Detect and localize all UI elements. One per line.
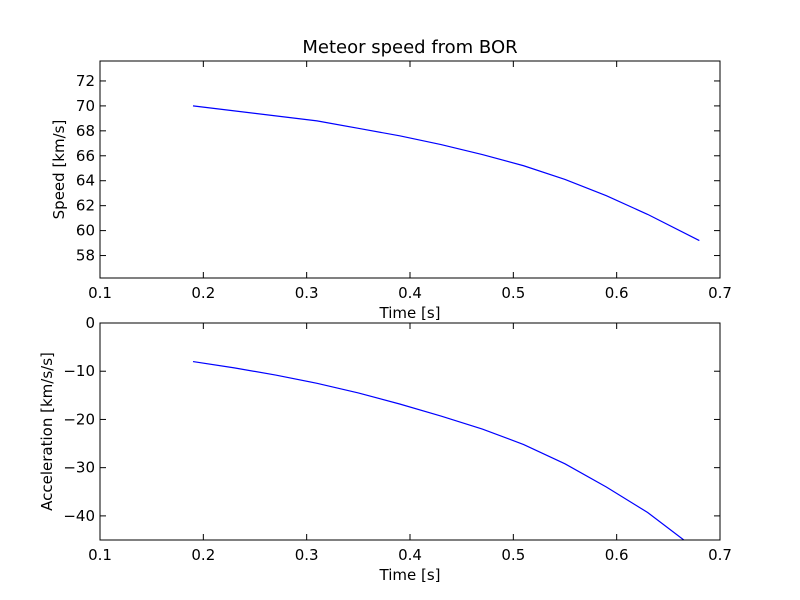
acceleration-x-tick-label: 0.5 [501, 546, 525, 564]
acceleration-series-line [192, 360, 685, 540]
acceleration-x-tick-label: 0.3 [295, 546, 319, 564]
acceleration-x-axis-label: Time [s] [379, 566, 441, 584]
acceleration-y-tick-label: −30 [63, 459, 95, 477]
acceleration-y-tick-label: −20 [63, 410, 95, 428]
speed-x-tick-label: 0.6 [605, 284, 629, 302]
speed-y-tick-label: 64 [76, 172, 95, 190]
speed-y-tick-label: 62 [76, 197, 95, 215]
acceleration-y-tick-label: −40 [63, 507, 95, 525]
speed-y-tick-label: 58 [76, 247, 95, 265]
speed-x-tick-label: 0.2 [191, 284, 215, 302]
speed-x-tick-label: 0.4 [398, 284, 422, 302]
chart-title: Meteor speed from BOR [302, 37, 517, 58]
speed-plot-frame [99, 60, 721, 279]
speed-y-tick-label: 72 [76, 72, 95, 90]
acceleration-x-tick-label: 0.1 [88, 546, 112, 564]
acceleration-y-tick-label: −10 [63, 362, 95, 380]
acceleration-x-tick-label: 0.6 [605, 546, 629, 564]
speed-x-axis-label: Time [s] [379, 304, 441, 322]
speed-y-tick-label: 66 [76, 147, 95, 165]
speed-y-tick-label: 60 [76, 222, 95, 240]
speed-series-line [192, 105, 700, 242]
speed-x-tick-label: 0.7 [708, 284, 732, 302]
acceleration-plot: 0.1 0.2 0.3 0.4 0.5 0.6 0.7 −40 −30 −20 −10 0 Time [… [38, 314, 732, 584]
speed-x-tick-label: 0.5 [501, 284, 525, 302]
speed-y-axis-label: Speed [km/s] [50, 120, 68, 220]
speed-x-tick-label: 0.1 [88, 284, 112, 302]
speed-y-tick-label: 70 [76, 97, 95, 115]
acceleration-y-axis-label: Acceleration [km/s/s] [38, 352, 56, 511]
speed-x-tick-label: 0.3 [295, 284, 319, 302]
acceleration-x-tick-label: 0.2 [191, 546, 215, 564]
acceleration-x-tick-label: 0.4 [398, 546, 422, 564]
speed-plot: 0.1 0.2 0.3 0.4 0.5 0.6 0.7 58 60 62 64 66 68 70 72 Tim… [50, 60, 732, 322]
acceleration-x-tick-label: 0.7 [708, 546, 732, 564]
acceleration-plot-frame [99, 322, 721, 541]
acceleration-y-tick-label: 0 [85, 314, 95, 332]
speed-y-tick-label: 68 [76, 122, 95, 140]
